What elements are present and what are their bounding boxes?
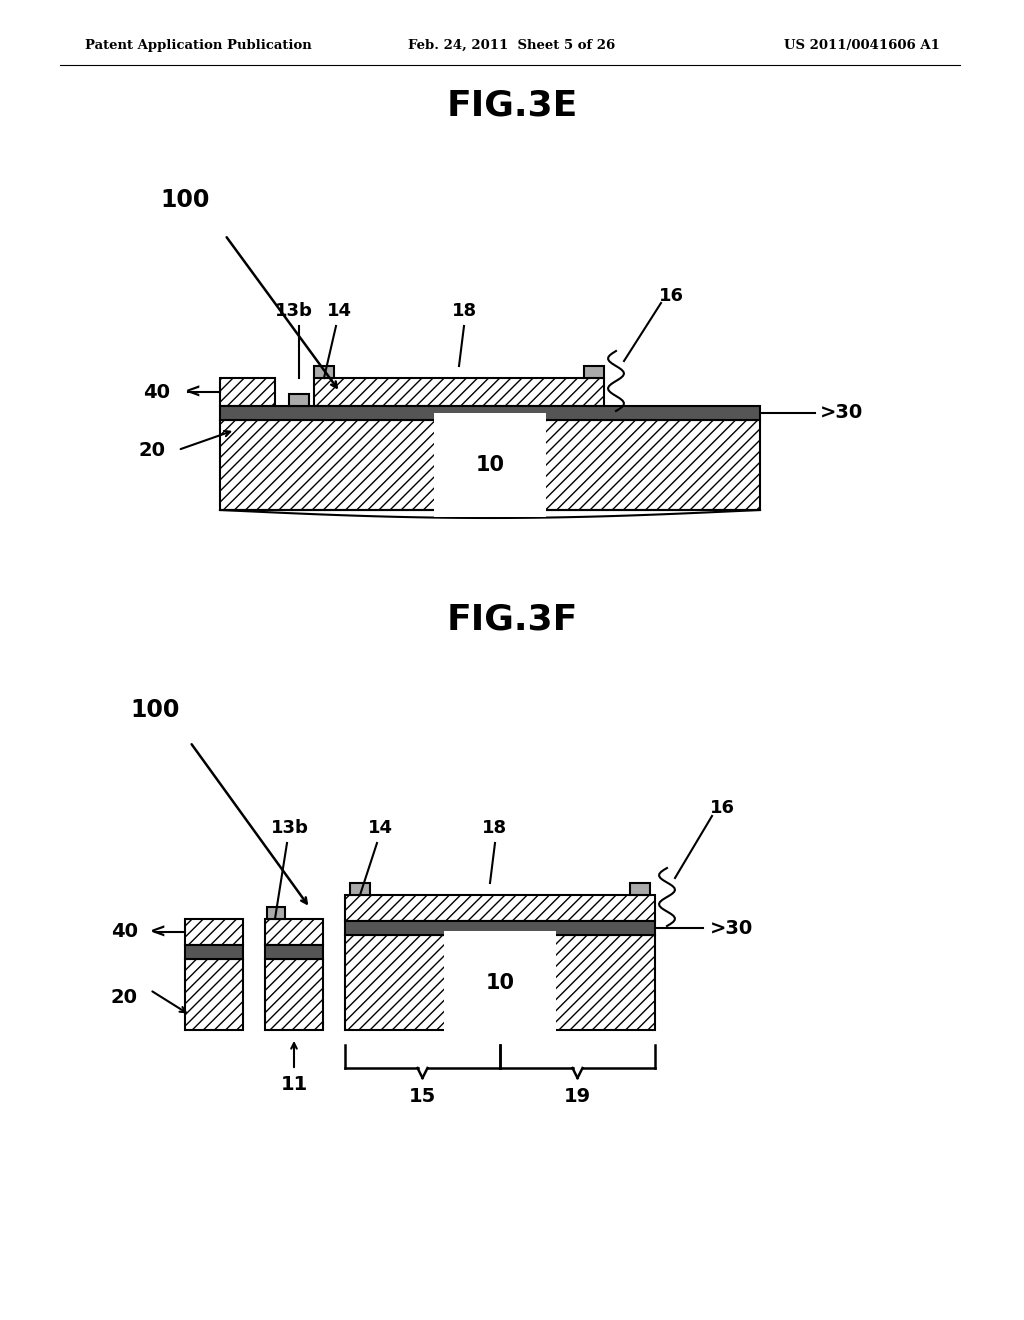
Text: 40: 40 <box>111 923 138 941</box>
Bar <box>265 919 323 945</box>
Text: 100: 100 <box>161 187 210 213</box>
Text: 20: 20 <box>138 441 165 459</box>
Text: 10: 10 <box>475 455 505 475</box>
Text: 100: 100 <box>130 698 179 722</box>
Text: Patent Application Publication: Patent Application Publication <box>85 38 311 51</box>
Bar <box>185 945 243 958</box>
Text: Feb. 24, 2011  Sheet 5 of 26: Feb. 24, 2011 Sheet 5 of 26 <box>409 38 615 51</box>
Bar <box>185 958 243 1030</box>
Text: 11: 11 <box>281 1076 307 1094</box>
Text: 10: 10 <box>475 455 505 475</box>
Text: 40: 40 <box>143 383 170 401</box>
Bar <box>350 883 370 895</box>
Bar <box>289 393 309 407</box>
Text: 13b: 13b <box>275 302 313 319</box>
Bar <box>265 945 323 958</box>
Bar <box>220 378 275 407</box>
Text: <: < <box>185 383 202 401</box>
Bar <box>630 883 650 895</box>
Bar <box>314 378 604 407</box>
Text: 18: 18 <box>482 818 508 837</box>
Bar <box>220 420 760 510</box>
Text: 20: 20 <box>111 989 138 1007</box>
Text: 16: 16 <box>658 286 683 305</box>
Text: 15: 15 <box>409 1086 436 1106</box>
Text: 16: 16 <box>710 799 734 817</box>
Bar <box>345 935 655 1030</box>
Bar <box>584 366 604 378</box>
Text: FIG.3E: FIG.3E <box>446 88 578 121</box>
Text: 18: 18 <box>452 302 476 319</box>
Text: 14: 14 <box>368 818 392 837</box>
Text: >30: >30 <box>820 404 863 422</box>
Text: FIG.3F: FIG.3F <box>446 603 578 638</box>
Text: 14: 14 <box>327 302 351 319</box>
Text: US 2011/0041606 A1: US 2011/0041606 A1 <box>784 38 940 51</box>
Bar <box>220 407 760 420</box>
Bar <box>185 919 243 945</box>
Text: 10: 10 <box>485 973 514 993</box>
Text: 13b: 13b <box>271 818 309 837</box>
Text: <: < <box>150 923 166 941</box>
Bar <box>345 895 655 921</box>
Bar <box>345 921 655 935</box>
Bar <box>314 366 334 378</box>
Text: 19: 19 <box>564 1086 591 1106</box>
Bar <box>265 958 323 1030</box>
Bar <box>267 907 285 919</box>
Text: >30: >30 <box>710 919 754 937</box>
